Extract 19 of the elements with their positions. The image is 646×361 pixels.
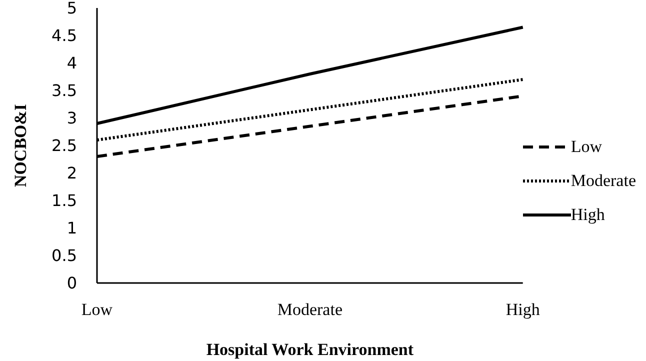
y-tick-label: 2 bbox=[66, 164, 77, 183]
y-tick-label: 3.5 bbox=[52, 81, 77, 100]
legend-label: Moderate bbox=[570, 170, 636, 190]
legend-label: High bbox=[570, 204, 605, 224]
x-tick-label: Moderate bbox=[277, 300, 342, 320]
y-tick-label: 0.5 bbox=[52, 246, 77, 266]
x-tick-label: High bbox=[506, 300, 540, 320]
x-axis-title: Hospital Work Environment bbox=[206, 340, 414, 359]
y-tick-label: 4.5 bbox=[52, 26, 77, 46]
y-axis-title: NOCBO&I bbox=[11, 104, 30, 188]
y-tick-label: 0 bbox=[66, 274, 77, 293]
y-tick-label: 5 bbox=[66, 0, 77, 18]
legend-label: Low bbox=[570, 136, 602, 156]
y-tick-label: 4 bbox=[66, 54, 77, 73]
y-tick-label: 2.5 bbox=[52, 136, 77, 156]
y-tick-label: 1 bbox=[66, 218, 77, 238]
y-tick-label: 1.5 bbox=[52, 191, 77, 210]
y-tick-label: 3 bbox=[66, 108, 77, 128]
x-tick-label: Low bbox=[81, 300, 114, 320]
